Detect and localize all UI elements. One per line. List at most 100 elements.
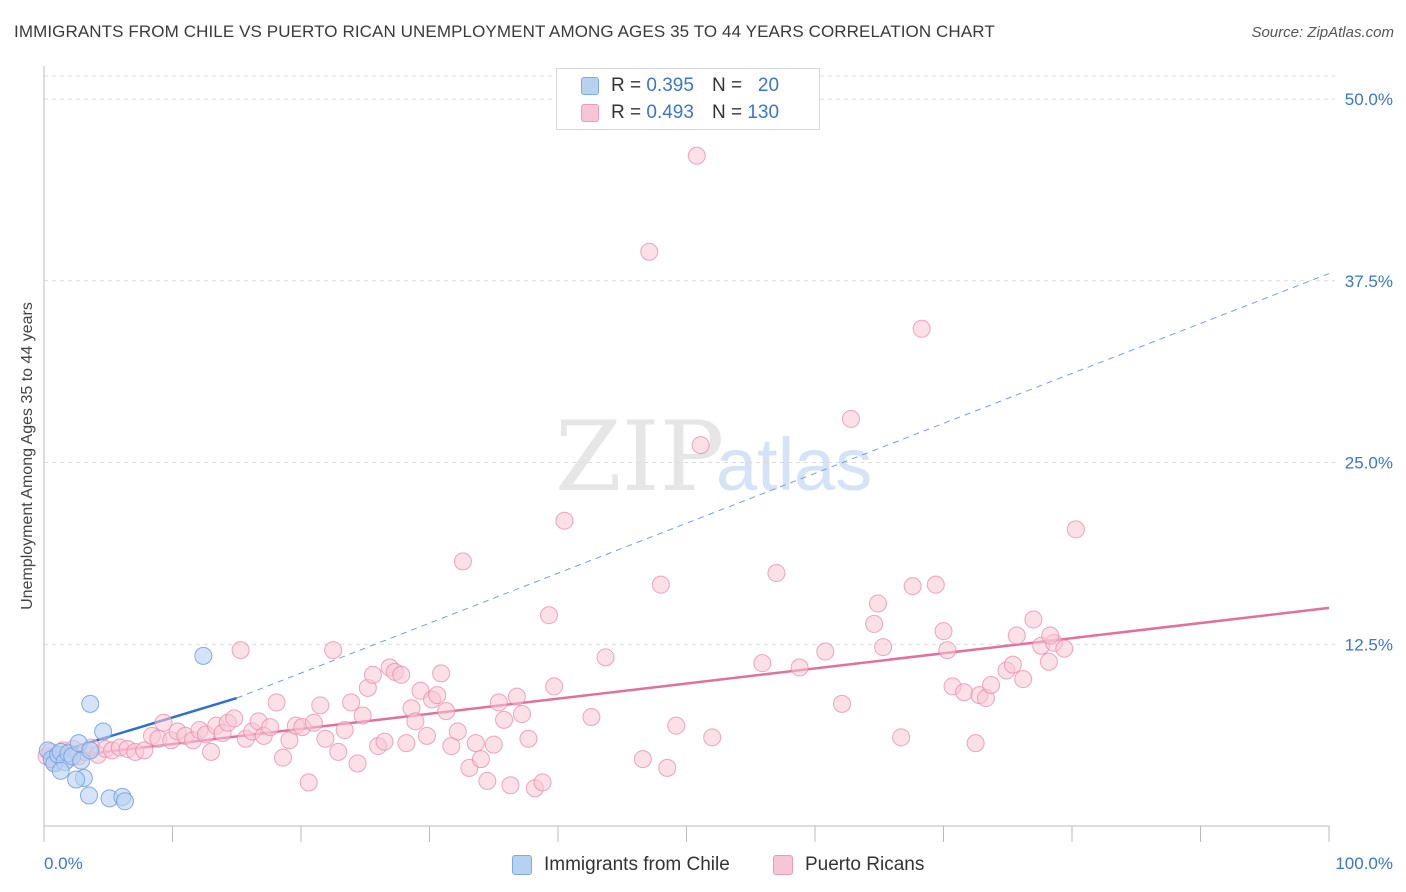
puerto-ricans-point	[453, 552, 472, 571]
puerto-ricans-point	[1003, 655, 1022, 674]
puerto-ricans-point	[335, 721, 354, 740]
puerto-ricans-point	[489, 693, 508, 712]
puerto-ricans-point	[658, 758, 677, 777]
puerto-ricans-point	[428, 686, 447, 705]
puerto-ricans-point	[231, 641, 250, 660]
puerto-ricans-point	[687, 146, 706, 165]
chile-point	[115, 792, 134, 811]
watermark-zip: ZIP	[555, 401, 724, 513]
puerto-ricans-point	[375, 732, 394, 751]
puerto-ricans-point	[582, 707, 601, 726]
n-value: 130	[747, 102, 780, 123]
puerto-ricans-swatch	[773, 855, 793, 875]
x-tick-label-min: 0.0%	[44, 854, 83, 873]
puerto-ricans-point	[540, 606, 559, 625]
chile-point	[79, 786, 98, 805]
y-tick-label: 25.0%	[1345, 454, 1393, 473]
puerto-ricans-point	[495, 710, 514, 729]
chile-point	[94, 722, 113, 741]
puerto-ricans-point	[533, 773, 552, 792]
chile-points	[38, 646, 213, 811]
legend-item-puerto-ricans[interactable]: Puerto Ricans	[773, 851, 924, 879]
y-tick-label: 50.0%	[1345, 90, 1393, 109]
puerto-ricans-point	[299, 773, 318, 792]
puerto-ricans-point	[392, 665, 411, 684]
puerto-ricans-point	[225, 709, 244, 728]
puerto-ricans-point	[651, 575, 670, 594]
r-label: R =	[611, 102, 642, 123]
puerto-ricans-point	[633, 750, 652, 769]
n-label: N =	[711, 102, 743, 123]
legend-row-chile: R = 0.395 N = 20	[581, 74, 779, 98]
puerto-ricans-point	[874, 638, 893, 657]
puerto-ricans-point	[1039, 652, 1058, 671]
correlation-legend: R = 0.395 N = 20 R = 0.493 N = 130	[556, 68, 820, 130]
puerto-ricans-point	[363, 665, 382, 684]
puerto-ricans-point	[868, 594, 887, 613]
puerto-ricans-point	[555, 511, 574, 530]
tick-labels: 12.5% 25.0% 37.5% 50.0% 0.0% 100.0%	[44, 90, 1393, 873]
puerto-ricans-point	[261, 718, 280, 737]
chile-point	[194, 646, 213, 665]
puerto-ricans-point	[938, 641, 957, 660]
trend-lines	[43, 273, 1330, 761]
puerto-ricans-point	[311, 696, 330, 715]
legend-row-puerto-ricans: R = 0.493 N = 130	[581, 101, 779, 125]
puerto-ricans-point	[841, 409, 860, 428]
puerto-ricans-point	[1014, 670, 1033, 689]
puerto-ricans-point	[1055, 639, 1074, 658]
puerto-ricans-point	[466, 734, 485, 753]
puerto-ricans-trend-line	[43, 606, 1330, 761]
puerto-ricans-point	[342, 693, 361, 712]
puerto-ricans-point	[348, 754, 367, 773]
puerto-ricans-point	[417, 726, 436, 745]
puerto-ricans-point	[790, 658, 809, 677]
puerto-ricans-point	[912, 319, 931, 338]
legend-item-chile[interactable]: Immigrants from Chile	[512, 851, 730, 879]
puerto-ricans-point	[471, 750, 490, 769]
puerto-ricans-point	[955, 683, 974, 702]
puerto-ricans-point	[1041, 626, 1060, 645]
chile-point	[67, 770, 86, 789]
puerto-ricans-point	[513, 705, 532, 724]
chile-point	[81, 694, 100, 713]
r-label: R =	[611, 75, 642, 96]
puerto-ricans-point	[484, 735, 503, 754]
puerto-ricans-point	[324, 641, 343, 660]
y-tick-label: 12.5%	[1345, 635, 1393, 654]
chile-point	[81, 741, 100, 760]
chile-trend-extension	[236, 273, 1330, 699]
y-tick-label: 37.5%	[1345, 272, 1393, 291]
r-value: 0.493	[646, 102, 694, 123]
puerto-ricans-point	[596, 648, 615, 667]
puerto-ricans-point	[135, 741, 154, 760]
puerto-ricans-point	[926, 575, 945, 594]
puerto-ricans-point	[703, 728, 722, 747]
puerto-ricans-point	[892, 728, 911, 747]
puerto-ricans-point	[267, 693, 286, 712]
puerto-ricans-point	[406, 712, 425, 731]
chile-swatch	[512, 855, 532, 875]
puerto-ricans-point	[432, 664, 451, 683]
puerto-ricans-point	[903, 577, 922, 596]
chile-point	[51, 761, 70, 780]
n-label: N =	[711, 75, 743, 96]
puerto-ricans-point	[501, 776, 520, 795]
puerto-ricans-point	[816, 642, 835, 661]
series-legend: Immigrants from Chile Puerto Ricans	[0, 851, 1406, 879]
puerto-ricans-point	[832, 694, 851, 713]
puerto-ricans-point	[767, 564, 786, 583]
grid-lines	[44, 75, 1335, 645]
puerto-ricans-point	[304, 713, 323, 732]
legend-label-puerto-ricans: Puerto Ricans	[805, 854, 925, 875]
r-value: 0.395	[646, 75, 694, 96]
puerto-ricans-point	[934, 622, 953, 641]
puerto-ricans-point	[966, 734, 985, 753]
puerto-ricans-point	[437, 702, 456, 721]
puerto-ricans-point	[478, 771, 497, 790]
source-credit: Source: ZipAtlas.com	[1251, 24, 1394, 41]
puerto-ricans-point	[691, 436, 710, 455]
puerto-ricans-point	[753, 654, 772, 673]
puerto-ricans-point	[329, 742, 348, 761]
